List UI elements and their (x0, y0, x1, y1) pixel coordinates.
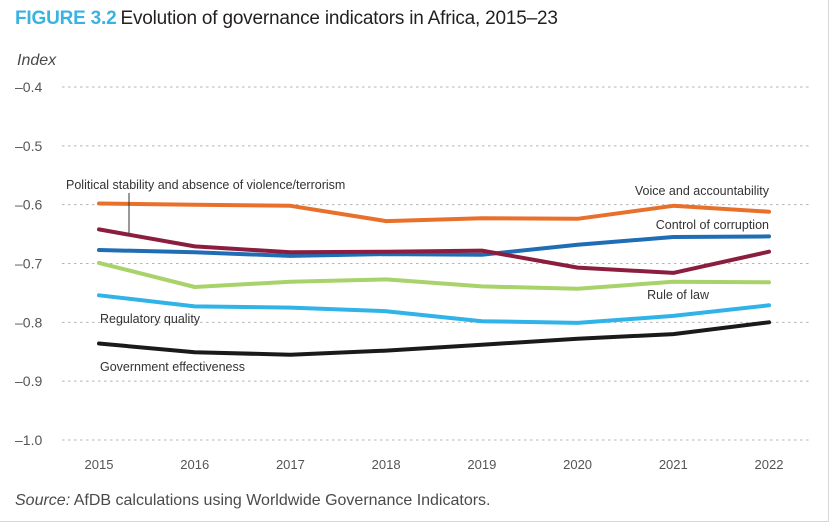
source-text: AfDB calculations using Worldwide Govern… (70, 492, 491, 509)
series-label: Control of corruption (656, 218, 769, 232)
series-label: Voice and accountability (635, 184, 770, 198)
series-label: Political stability and absence of viole… (66, 178, 345, 192)
source-note: Source: AfDB calculations using Worldwid… (15, 492, 491, 510)
y-tick-label: –0.7 (15, 256, 42, 272)
y-axis-ticks: –0.4 –0.5 –0.6 –0.7 –0.8 –0.9 –1.0 (15, 79, 42, 448)
x-tick-label: 2015 (85, 457, 114, 472)
x-tick-label: 2021 (659, 457, 688, 472)
y-axis-label: Index (17, 52, 57, 69)
y-tick-label: –0.8 (15, 314, 42, 330)
series-line-rule-of-law (97, 260, 771, 291)
x-tick-label: 2022 (755, 457, 784, 472)
x-axis-ticks: 2015 2016 2017 2018 2019 2020 2021 2022 (85, 457, 784, 472)
y-tick-label: –1.0 (15, 432, 42, 448)
series-line-political-stability-and-absence-of-violence-terrorism (97, 227, 771, 275)
figure-title: FIGURE 3.2 Evolution of governance indica… (15, 8, 558, 30)
y-tick-label: –0.4 (15, 79, 42, 95)
series-line-regulatory-quality (97, 293, 771, 325)
series-label: Rule of law (647, 288, 710, 302)
x-tick-label: 2020 (563, 457, 592, 472)
series-line-voice-and-accountability (97, 201, 771, 224)
figure-title-text: Evolution of governance indicators in Af… (120, 8, 558, 29)
series-line-government-effectiveness (97, 320, 771, 357)
series-line-control-of-corruption (97, 234, 771, 258)
source-prefix: Source: (15, 492, 71, 509)
series-label: Government effectiveness (100, 360, 245, 374)
x-tick-label: 2018 (372, 457, 401, 472)
series-label: Regulatory quality (100, 312, 201, 326)
x-tick-label: 2017 (276, 457, 305, 472)
figure-number: FIGURE 3.2 (15, 8, 117, 29)
x-tick-label: 2016 (180, 457, 209, 472)
series-labels: Voice and accountability Political stabil… (66, 178, 770, 374)
gridlines (62, 86, 812, 441)
y-tick-label: –0.9 (15, 373, 42, 389)
y-tick-label: –0.6 (15, 197, 42, 213)
x-tick-label: 2019 (467, 457, 496, 472)
series-lines (97, 201, 771, 357)
y-tick-label: –0.5 (15, 138, 42, 154)
